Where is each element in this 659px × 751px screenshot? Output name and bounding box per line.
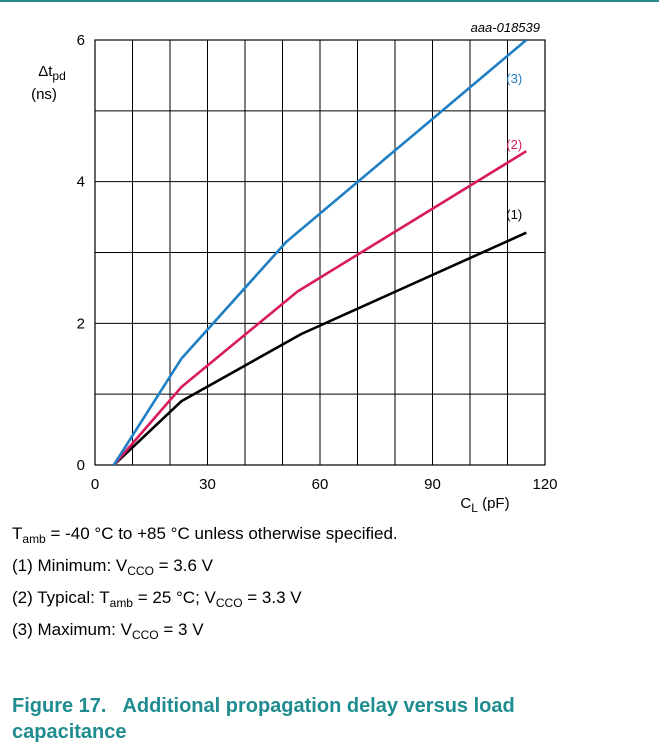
note-ambient-range: Tamb = -40 °C to +85 °C unless otherwise… bbox=[12, 524, 652, 546]
x-axis-label-main: C bbox=[460, 495, 471, 512]
x-tick-label: 0 bbox=[91, 476, 99, 493]
y-tick-label: 0 bbox=[77, 457, 85, 474]
series-label-1: (1) bbox=[506, 207, 522, 222]
figure-label: Figure 17. bbox=[12, 695, 107, 717]
note-text: = -40 °C to +85 °C unless otherwise spec… bbox=[45, 524, 398, 543]
y-axis-unit: (ns) bbox=[31, 86, 57, 103]
y-axis-label: Δtpd bbox=[38, 63, 66, 83]
note-subscript: CCO bbox=[131, 628, 159, 642]
note-text: (3) Maximum: V bbox=[12, 620, 132, 639]
y-axis-label-subscript: pd bbox=[52, 69, 65, 83]
x-axis-label-unit: (pF) bbox=[478, 495, 510, 512]
y-axis-label-main: Δt bbox=[38, 63, 53, 80]
note-subscript: CCO bbox=[127, 564, 154, 578]
y-tick-label: 4 bbox=[77, 174, 85, 191]
series-line-2 bbox=[112, 150, 527, 466]
note-text: (1) Minimum: V bbox=[12, 556, 128, 575]
note-text: = 3.6 V bbox=[153, 556, 213, 575]
note-subscript: amb bbox=[22, 532, 46, 546]
note-text: T bbox=[12, 524, 23, 543]
series-line-1 bbox=[112, 231, 527, 466]
figure-title: Additional propagation delay versus load… bbox=[12, 695, 515, 743]
note-typical: (2) Typical: Tamb = 25 °C; VCCO = 3.3 V bbox=[12, 588, 652, 610]
x-tick-label: 120 bbox=[532, 476, 557, 493]
y-tick-label: 2 bbox=[77, 315, 85, 332]
note-subscript: amb bbox=[109, 596, 133, 610]
note-minimum: (1) Minimum: VCCO = 3.6 V bbox=[12, 556, 652, 578]
x-axis-label-subscript: L bbox=[471, 501, 478, 515]
top-rule bbox=[0, 0, 659, 2]
note-text: = 3 V bbox=[158, 620, 204, 639]
x-tick-label: 30 bbox=[199, 476, 216, 493]
note-text: (2) Typical: T bbox=[12, 588, 110, 607]
tick-labels: 0 30 60 90 120 0 2 4 6 bbox=[77, 32, 558, 493]
series-labels: (1) (2) (3) bbox=[506, 71, 522, 222]
note-maximum: (3) Maximum: VCCO = 3 V bbox=[12, 620, 652, 642]
note-text: = 25 °C; V bbox=[132, 588, 216, 607]
series-lines bbox=[112, 39, 528, 466]
x-tick-label: 90 bbox=[424, 476, 441, 493]
figure-notes: Tamb = -40 °C to +85 °C unless otherwise… bbox=[12, 524, 652, 652]
line-chart: 0 30 60 90 120 0 2 4 6 (1) (2) (3) aaa-018539 Δtpd… bbox=[31, 20, 558, 515]
grid bbox=[94, 39, 546, 466]
figure-reference-id: aaa-018539 bbox=[471, 20, 540, 35]
series-line-3 bbox=[112, 39, 528, 466]
y-tick-label: 6 bbox=[77, 32, 85, 49]
note-text: = 3.3 V bbox=[242, 588, 302, 607]
plot-frame bbox=[94, 39, 546, 466]
figure-caption: Figure 17. Additional propagation delay … bbox=[12, 693, 632, 745]
x-tick-label: 60 bbox=[312, 476, 329, 493]
series-label-3: (3) bbox=[506, 71, 522, 86]
x-axis-label: CL (pF) bbox=[460, 495, 509, 515]
series-label-2: (2) bbox=[506, 137, 522, 152]
note-subscript: CCO bbox=[215, 596, 243, 610]
